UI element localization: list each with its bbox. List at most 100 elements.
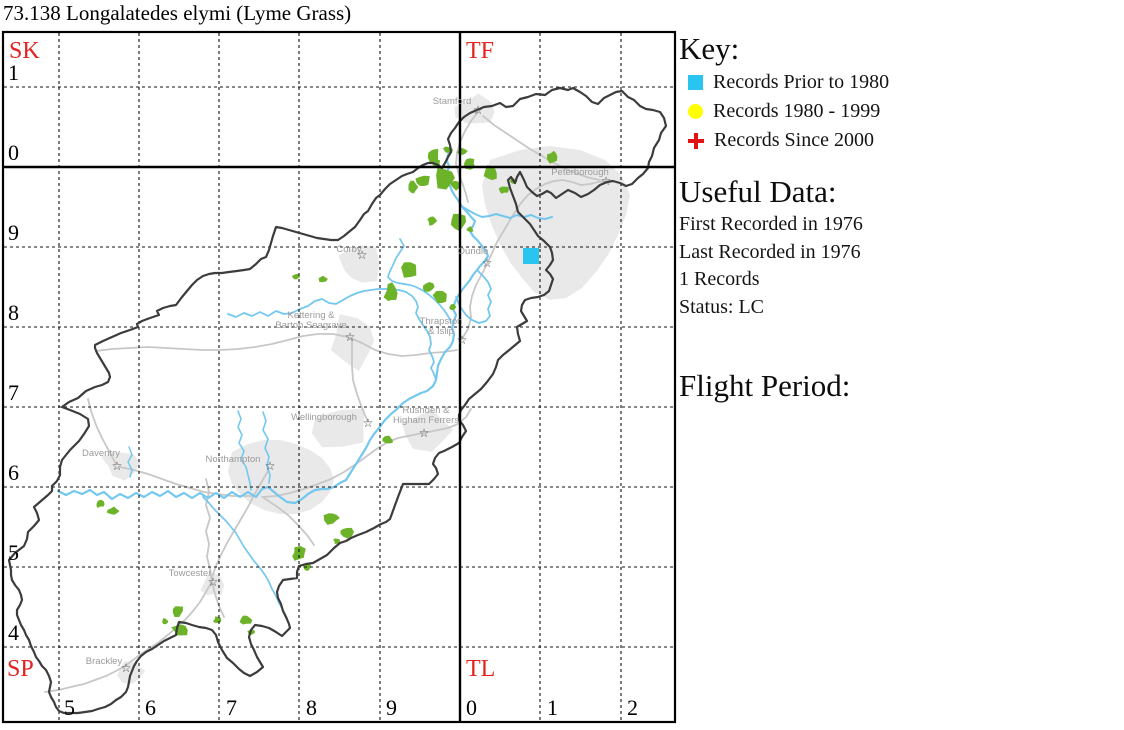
- town-label: Peterborough: [551, 167, 609, 178]
- road: [87, 398, 117, 465]
- road: [205, 478, 225, 618]
- col-label: 6: [145, 695, 156, 720]
- useful-data-heading: Useful Data:: [679, 174, 837, 209]
- road: [44, 470, 269, 693]
- woodland-patch: [427, 216, 438, 226]
- road: [263, 497, 315, 546]
- records-prior-1980-square-icon: [688, 75, 703, 90]
- woodland-patch: [162, 618, 169, 625]
- town-star-icon: ☆: [457, 333, 468, 347]
- side-panel: Key: Records Prior to 1980 Records 1980 …: [679, 30, 1123, 405]
- row-label: 9: [8, 220, 19, 245]
- road: [261, 408, 472, 498]
- woodland-patch: [96, 499, 105, 508]
- row-label: 7: [8, 380, 19, 405]
- woodland-patch: [427, 149, 439, 163]
- river: [127, 446, 133, 478]
- woodland-patch: [302, 563, 312, 571]
- town-label: Stamford: [433, 96, 472, 107]
- river: [387, 238, 452, 323]
- road: [351, 339, 369, 423]
- col-label: 8: [306, 695, 317, 720]
- woodland-patch: [449, 303, 457, 311]
- woodland-patch: [171, 624, 188, 636]
- road: [95, 333, 458, 357]
- grid-letter-SP: SP: [7, 656, 34, 682]
- page-title: 73.138 Longalatedes elymi (Lyme Grass): [3, 1, 352, 25]
- woodland-patch: [292, 273, 300, 280]
- woodland-patch: [383, 282, 398, 301]
- town-label: Wellingborough: [291, 412, 357, 423]
- records-since-2000-cross-icon: [688, 132, 704, 149]
- record-marker-prior-1980: [523, 248, 539, 264]
- row-label: 6: [8, 460, 19, 485]
- town-star-icon: ☆: [265, 459, 276, 473]
- town-label: Rushden &: [402, 405, 450, 416]
- row-label: 1: [8, 60, 19, 85]
- woodland-patch: [212, 616, 222, 624]
- woodland-patch: [466, 226, 474, 233]
- urban-area: [338, 245, 380, 283]
- town-label: Oundle: [458, 246, 489, 257]
- woodland-patch: [292, 546, 306, 561]
- river: [460, 205, 553, 220]
- river: [455, 269, 492, 324]
- woodland-patch: [498, 186, 509, 194]
- woodland-patch: [401, 262, 417, 278]
- river: [237, 410, 252, 491]
- first-recorded-line: First Recorded in 1976: [679, 213, 863, 235]
- town-label: & Islip: [428, 326, 454, 337]
- town-label: Higham Ferrers: [393, 415, 459, 426]
- town-label: Daventry: [82, 448, 120, 459]
- town-star-icon: ☆: [601, 174, 612, 188]
- row-label: 0: [8, 140, 19, 165]
- col-label: 5: [64, 695, 75, 720]
- woodland-patch: [333, 538, 341, 544]
- row-label: 4: [8, 620, 19, 645]
- town-label: Kettering &: [288, 310, 336, 321]
- grid-letter-TF: TF: [466, 38, 494, 64]
- woodland-patch: [340, 527, 354, 539]
- distribution-map: SK TF SP TL 1 0 9 8 7 6 5 4 5 6 7 8 9 0 1 2 Stamford ☆ Peterbo…: [1, 30, 677, 724]
- woodland-patch: [415, 175, 430, 187]
- urban-area: [401, 409, 454, 452]
- town-star-icon: ☆: [208, 575, 219, 589]
- urban-area: [312, 408, 365, 448]
- road: [455, 111, 479, 203]
- flight-period-heading: Flight Period:: [679, 368, 851, 403]
- woodland-patch: [323, 513, 340, 525]
- woodland-patch: [483, 165, 497, 181]
- town-star-icon: ☆: [473, 103, 484, 117]
- town-star-icon: ☆: [363, 416, 374, 430]
- last-recorded-line: Last Recorded in 1976: [679, 240, 861, 263]
- road: [482, 115, 601, 181]
- town-star-icon: ☆: [419, 426, 430, 440]
- woodland-patch: [432, 290, 447, 304]
- river: [262, 411, 271, 484]
- status-line: Status: LC: [679, 295, 765, 318]
- records-1980-1999-circle-icon: [688, 104, 703, 119]
- county-boundary: [7, 86, 668, 715]
- record-count-line: 1 Records: [679, 268, 760, 290]
- key-item-1980-1999: Records 1980 - 1999: [688, 97, 1123, 126]
- grid-letter-SK: SK: [9, 38, 40, 64]
- woodland-patch: [239, 615, 253, 625]
- town-label: Corby: [336, 244, 362, 255]
- woodland-patch: [382, 435, 393, 444]
- town-label: Towcester: [169, 568, 212, 579]
- river: [202, 496, 289, 622]
- woodland-patch: [318, 275, 328, 283]
- key-item-label: Records Since 2000: [714, 129, 874, 151]
- col-label: 0: [466, 695, 477, 720]
- town-label: Thrapston: [420, 316, 463, 327]
- woodland-patch: [547, 150, 558, 164]
- town-star-icon: ☆: [482, 256, 493, 270]
- woodland-patch: [450, 180, 461, 191]
- key-heading: Key:: [679, 31, 740, 66]
- urban-area-peterborough: [482, 146, 630, 300]
- row-label: 5: [8, 540, 19, 565]
- town-star-icon: ☆: [121, 661, 132, 675]
- woodland-patch: [172, 606, 184, 617]
